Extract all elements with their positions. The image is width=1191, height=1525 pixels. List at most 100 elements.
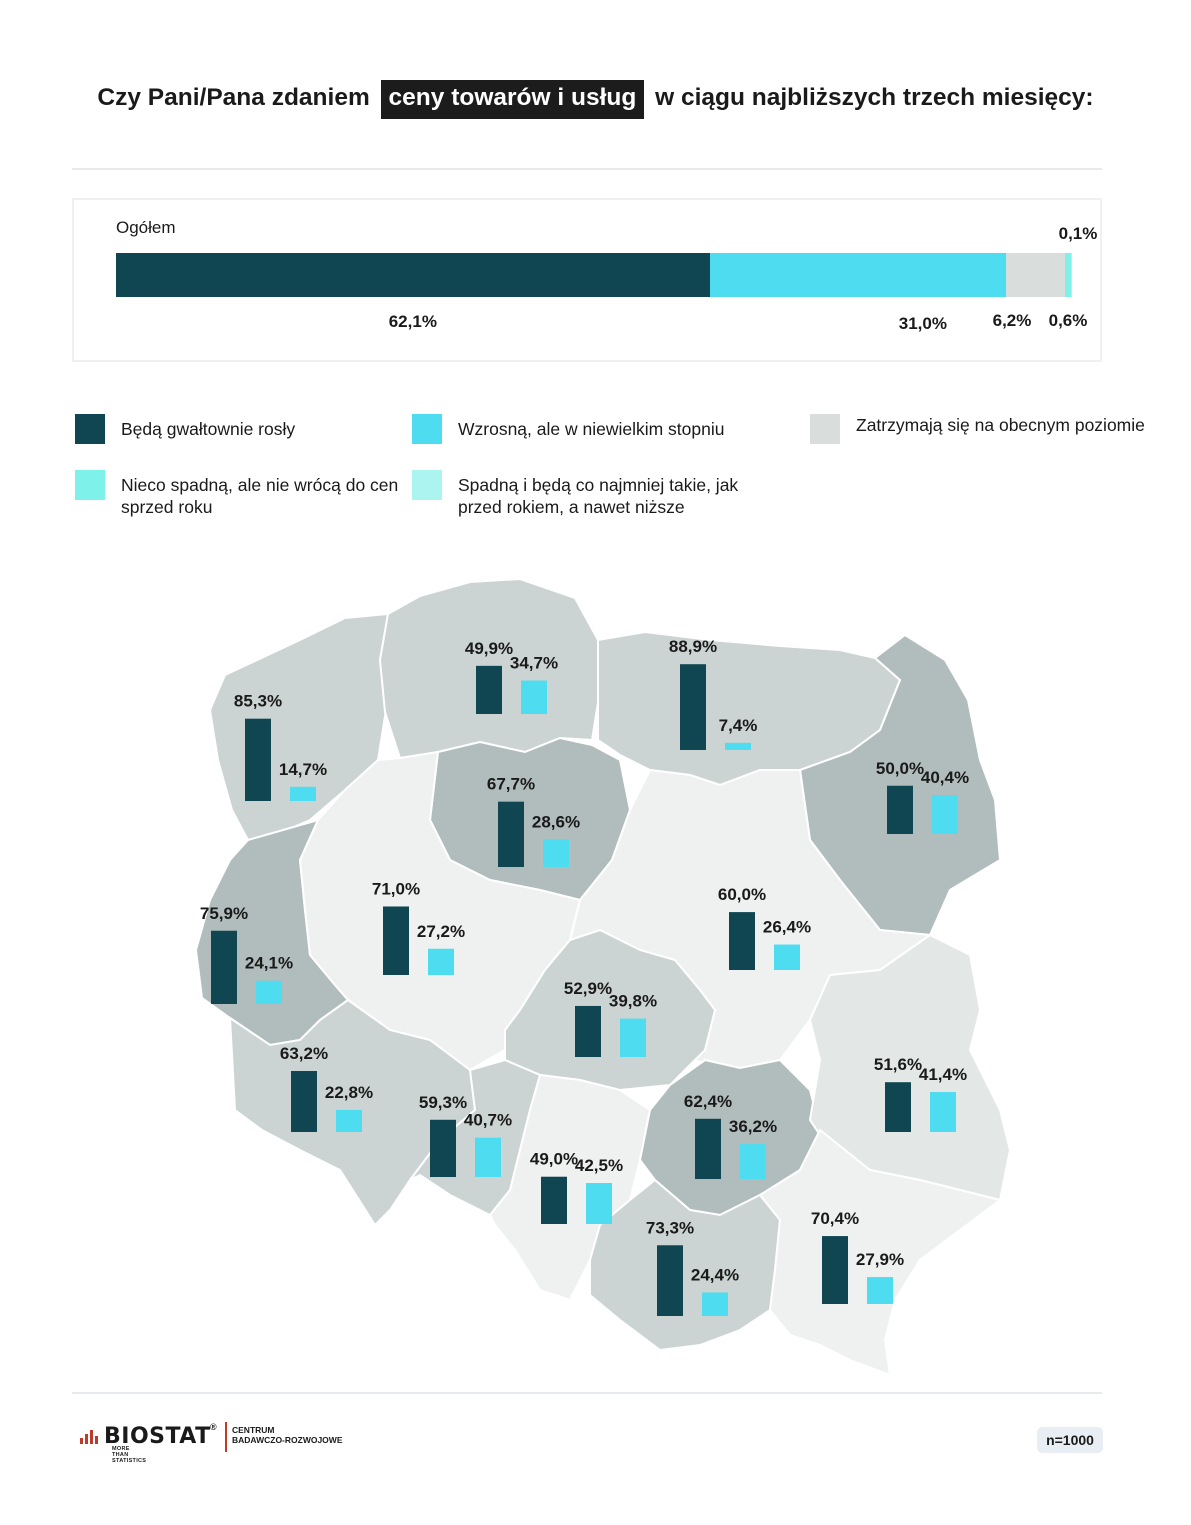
label-sharp-rise: 85,3%: [234, 692, 282, 711]
label-slight-rise: 28,6%: [532, 812, 580, 831]
bar-sharp-rise: [695, 1118, 721, 1179]
legend-swatch: [412, 414, 442, 444]
stacked-label-5: 0,1%: [1058, 224, 1098, 243]
label-slight-rise: 34,7%: [510, 654, 558, 673]
label-sharp-rise: 70,4%: [811, 1209, 859, 1228]
label-sharp-rise: 71,0%: [372, 879, 420, 898]
stacked-segment-2: [709, 253, 1007, 297]
centrum-line-2: BADAWCZO-ROZWOJOWE: [232, 1435, 343, 1445]
label-slight-rise: 41,4%: [919, 1065, 967, 1084]
label-sharp-rise: 52,9%: [564, 979, 612, 998]
legend-label: Będą gwałtownie rosły: [121, 419, 296, 439]
bar-sharp-rise: [729, 912, 755, 970]
legend-swatch: [75, 414, 105, 444]
label-sharp-rise: 88,9%: [669, 637, 717, 656]
label-sharp-rise: 51,6%: [874, 1055, 922, 1074]
brand-name: BIOSTAT: [104, 1424, 211, 1449]
legend-swatch: [412, 470, 442, 500]
label-sharp-rise: 49,9%: [465, 639, 513, 658]
bar-slight-rise: [290, 786, 316, 801]
region-podkarpackie: [758, 1128, 1003, 1377]
stacked-label-3: 6,2%: [992, 311, 1032, 330]
bar-slight-rise: [586, 1182, 612, 1224]
label-slight-rise: 24,1%: [245, 954, 293, 973]
centrum-line-1: CENTRUM: [232, 1425, 275, 1435]
bar-sharp-rise: [430, 1119, 456, 1177]
label-slight-rise: 22,8%: [325, 1083, 373, 1102]
registered-mark: ®: [210, 1422, 217, 1432]
label-slight-rise: 40,4%: [921, 768, 969, 787]
title-highlight: ceny towarów i usług: [380, 80, 645, 119]
bar-sharp-rise: [211, 930, 237, 1004]
label-slight-rise: 7,4%: [719, 716, 758, 735]
bar-sharp-rise: [541, 1176, 567, 1224]
label-sharp-rise: 60,0%: [718, 885, 766, 904]
sample-size-badge: n=1000: [1037, 1427, 1103, 1453]
bar-sharp-rise: [887, 785, 913, 834]
bar-chart-icon: [80, 1430, 98, 1444]
stacked-segment-3: [1006, 253, 1066, 297]
label-slight-rise: 26,4%: [763, 918, 811, 937]
bar-slight-rise: [521, 680, 547, 714]
bar-sharp-rise: [383, 906, 409, 975]
bar-sharp-rise: [822, 1236, 848, 1304]
bar-sharp-rise: [575, 1005, 601, 1057]
centrum-label: CENTRUM BADAWCZO-ROZWOJOWE: [232, 1425, 432, 1445]
summary-label: Ogółem: [116, 218, 176, 237]
map-bars: 85,3% 14,7% 49,9%34,7% 88,9% 7,4% 67,7% 28,6% 5…: [200, 637, 969, 1316]
bar-slight-rise: [475, 1137, 501, 1177]
bar-sharp-rise: [657, 1245, 683, 1316]
label-sharp-rise: 49,0%: [530, 1150, 578, 1169]
legend-label: Spadną i będą co najmniej takie, jak prz…: [458, 475, 739, 517]
legend-swatch: [75, 470, 105, 500]
bottom-divider: [72, 1392, 1102, 1394]
region-slaskie: [488, 1073, 652, 1302]
stacked-segment-1: [116, 253, 710, 297]
chart-title: Czy Pani/Pana zdaniem ceny towarów i usł…: [0, 80, 1191, 119]
bar-slight-rise: [336, 1109, 362, 1132]
bar-slight-rise: [867, 1277, 893, 1304]
summary-panel: [72, 198, 1102, 362]
bar-slight-rise: [740, 1144, 766, 1179]
logo-divider: [225, 1422, 227, 1452]
label-slight-rise: 14,7%: [279, 760, 327, 779]
title-after: w ciągu najbliższych trzech miesięcy:: [655, 84, 1094, 111]
top-divider: [72, 168, 1102, 170]
stacked-label-1: 62,1%: [388, 312, 437, 331]
label-sharp-rise: 63,2%: [280, 1044, 328, 1063]
label-slight-rise: 42,5%: [575, 1156, 623, 1175]
title-before: Czy Pani/Pana zdaniem: [97, 84, 370, 111]
legend-label: Wzrosną, ale w niewielkim stopniu: [458, 419, 725, 439]
stacked-segment-4: [1065, 253, 1072, 297]
label-sharp-rise: 62,4%: [684, 1092, 732, 1111]
legend-swatch: [810, 414, 840, 444]
bar-slight-rise: [774, 944, 800, 970]
bar-sharp-rise: [498, 801, 524, 867]
bar-sharp-rise: [476, 665, 502, 714]
bar-slight-rise: [932, 795, 958, 834]
label-sharp-rise: 59,3%: [419, 1093, 467, 1112]
poland-map: 85,3% 14,7% 49,9%34,7% 88,9% 7,4% 67,7% 28,6% 5…: [194, 577, 1012, 1377]
label-slight-rise: 36,2%: [729, 1117, 777, 1136]
bar-slight-rise: [543, 839, 569, 867]
label-slight-rise: 27,9%: [856, 1250, 904, 1269]
label-slight-rise: 27,2%: [417, 922, 465, 941]
legend-label: Zatrzymają się na obecnym poziomie: [856, 415, 1145, 435]
brand-tagline: MORE THAN STATISTICS: [112, 1446, 147, 1464]
bar-sharp-rise: [245, 718, 271, 801]
bar-slight-rise: [725, 742, 751, 750]
label-slight-rise: 39,8%: [609, 992, 657, 1011]
label-slight-rise: 24,4%: [691, 1265, 739, 1284]
label-sharp-rise: 73,3%: [646, 1218, 694, 1237]
bar-slight-rise: [256, 980, 282, 1004]
label-sharp-rise: 67,7%: [487, 775, 535, 794]
bar-slight-rise: [428, 948, 454, 975]
bar-slight-rise: [702, 1292, 728, 1316]
stacked-bar: [116, 253, 1073, 297]
stacked-segment-5: [1071, 253, 1073, 297]
stacked-label-4: 0,6%: [1048, 311, 1088, 330]
label-slight-rise: 40,7%: [464, 1111, 512, 1130]
bar-slight-rise: [620, 1018, 646, 1057]
legend-label: Nieco spadną, ale nie wrócą do cen sprze…: [121, 475, 399, 517]
label-sharp-rise: 50,0%: [876, 759, 924, 778]
